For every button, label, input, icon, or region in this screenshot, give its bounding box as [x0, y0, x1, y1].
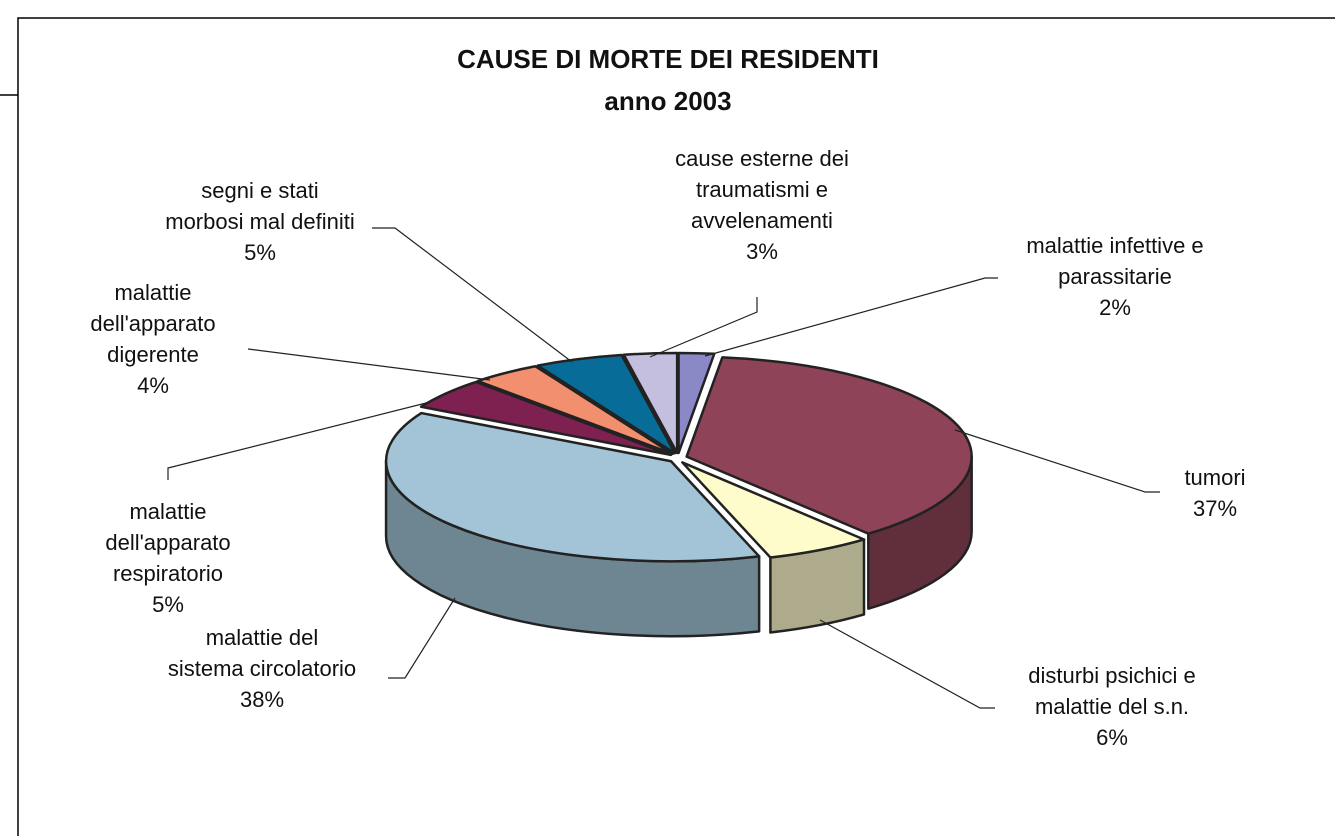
value-label: 5%	[244, 240, 276, 265]
value-label: 2%	[1099, 295, 1131, 320]
data-label: malattie dell'apparato digerente 4%	[90, 277, 215, 401]
leader-line	[954, 429, 1160, 493]
slice	[384, 411, 761, 563]
category-label: malattie dell'apparato digerente	[90, 280, 216, 367]
data-label: tumori 37%	[1184, 462, 1245, 524]
category-label: disturbi psichici e malattie del s.n.	[1028, 663, 1196, 719]
data-label: malattie infettive e parassitarie 2%	[1026, 230, 1203, 323]
data-label: malattie del sistema circolatorio 38%	[168, 622, 356, 715]
data-label: malattie dell'apparato respiratorio 5%	[105, 496, 230, 620]
slice	[622, 351, 679, 455]
slice	[419, 380, 673, 457]
slice	[681, 461, 866, 559]
value-label: 5%	[152, 592, 184, 617]
value-label: 37%	[1192, 496, 1238, 521]
chart-frame	[17, 17, 1335, 836]
chart-subtitle: anno 2003	[604, 86, 732, 116]
leader-line	[704, 277, 998, 357]
category-label: malattie infettive e parassitarie	[1026, 233, 1204, 289]
data-label: segni e stati morbosi mal definiti 5%	[165, 175, 355, 268]
category-label: tumori	[1184, 465, 1246, 490]
leader-line	[372, 227, 573, 363]
slice	[476, 365, 674, 456]
category-label: segni e stati morbosi mal definiti	[165, 178, 355, 234]
chart-title: CAUSE DI MORTE DEI RESIDENTI	[457, 44, 879, 74]
leader-line	[167, 401, 431, 480]
slice	[536, 353, 677, 455]
value-label: 3%	[746, 239, 778, 264]
category-label: cause esterne dei traumatismi e avvelena…	[675, 146, 849, 233]
leader-line	[649, 297, 758, 358]
slice	[685, 356, 973, 535]
category-label: malattie dell'apparato respiratorio	[105, 499, 231, 586]
data-label: cause esterne dei traumatismi e avvelena…	[675, 143, 849, 267]
leader-line	[247, 348, 491, 381]
leader-line	[388, 597, 456, 679]
value-label: 6%	[1096, 725, 1128, 750]
leader-line	[819, 619, 995, 709]
data-label: disturbi psichici e malattie del s.n. 6%	[1028, 660, 1196, 753]
value-label: 4%	[137, 373, 169, 398]
category-label: malattie del sistema circolatorio	[167, 625, 357, 681]
value-label: 38%	[239, 687, 285, 712]
